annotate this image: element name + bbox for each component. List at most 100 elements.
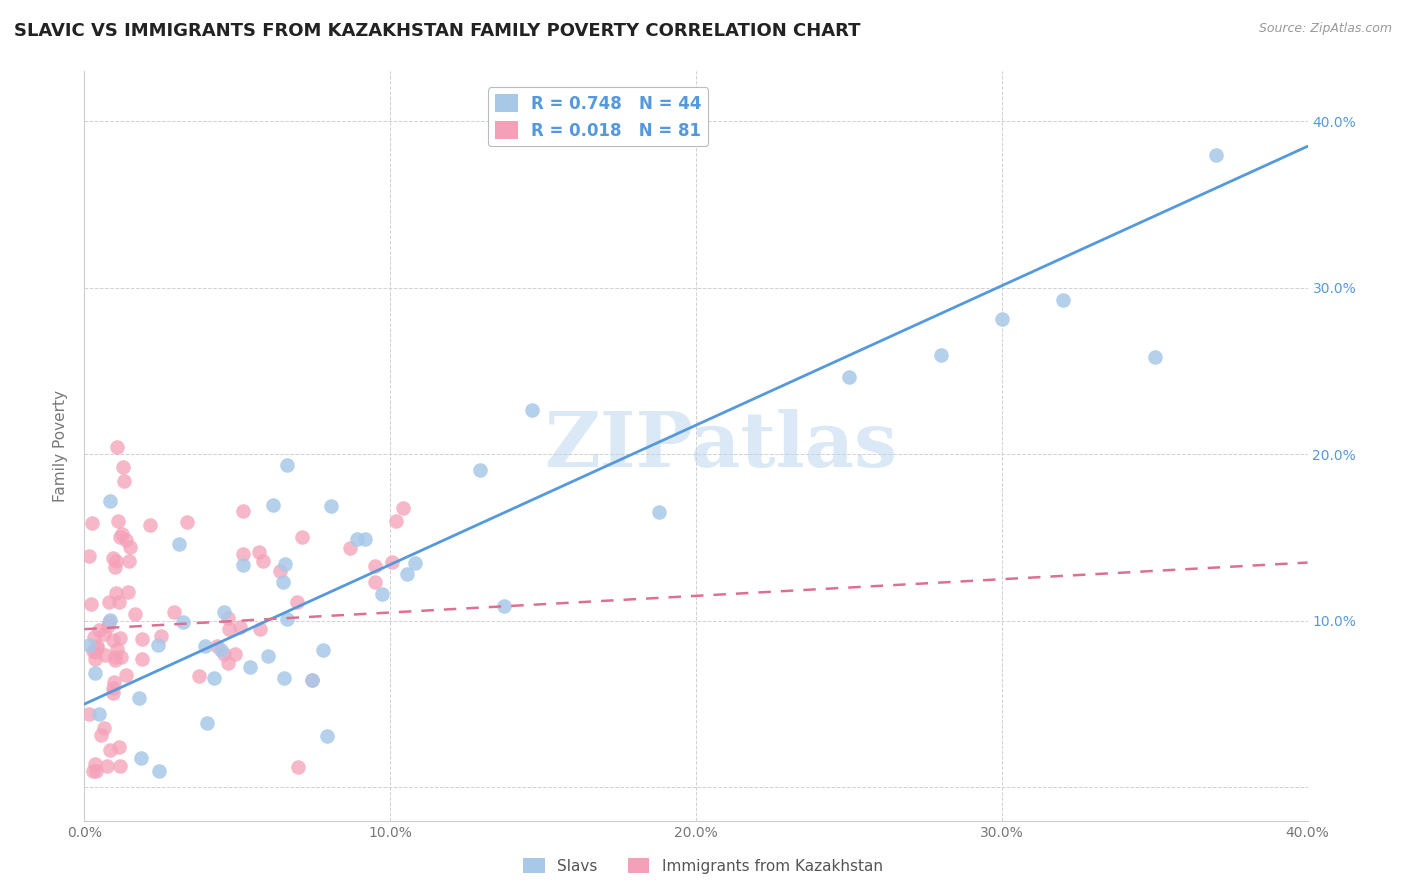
Point [82,764,104,778]
Point [87,623,110,637]
Point [114,668,136,682]
Point [83,756,105,771]
Point [112,459,135,474]
Point [188,668,211,682]
Point [364,574,387,589]
Point [108,530,131,544]
Point [287,760,309,774]
Point [301,673,323,687]
Point [232,504,254,518]
Point [172,615,194,630]
Point [105,440,128,454]
Point [232,547,254,561]
Point [101,550,124,565]
Point [103,675,125,690]
Point [163,605,186,619]
Point [371,587,394,601]
Point [195,716,218,731]
Point [381,555,404,569]
Point [209,642,232,657]
Point [108,595,131,609]
Point [395,567,418,582]
Point [94,648,117,662]
Text: SLAVIC VS IMMIGRANTS FROM KAZAKHSTAN FAMILY POVERTY CORRELATION CHART: SLAVIC VS IMMIGRANTS FROM KAZAKHSTAN FAM… [14,22,860,40]
Point [218,622,240,636]
Point [97,595,120,609]
Point [108,631,131,645]
Point [391,500,413,515]
Point [80,516,103,530]
Point [285,595,308,609]
Text: Source: ZipAtlas.com: Source: ZipAtlas.com [1258,22,1392,36]
Point [217,657,239,671]
Point [262,498,284,512]
Point [112,475,135,489]
Point [117,585,139,599]
Point [111,526,134,541]
Point [105,641,128,656]
Point [492,599,515,613]
Point [84,764,107,778]
Point [247,545,270,559]
Point [79,706,101,721]
Point [98,613,121,627]
Point [1052,293,1074,307]
Point [214,648,236,662]
Point [315,730,337,744]
Point [202,671,225,685]
Point [98,615,121,629]
Point [84,652,107,666]
Point [90,728,112,742]
Point [101,632,124,647]
Point [115,533,138,548]
Point [224,647,246,661]
Point [104,652,127,666]
Point [239,660,262,674]
Point [991,312,1014,326]
Point [249,623,271,637]
Point [232,558,254,572]
Point [110,759,132,773]
Legend: R = 0.748   N = 44, R = 0.018   N = 81: R = 0.748 N = 44, R = 0.018 N = 81 [488,87,709,146]
Point [520,402,543,417]
Point [105,585,128,599]
Point [273,671,295,685]
Point [79,597,101,611]
Point [229,620,252,634]
Point [269,564,291,578]
Point [364,558,387,573]
Point [93,626,115,640]
Point [101,686,124,700]
Point [385,514,408,528]
Point [87,706,110,721]
Point [96,758,118,772]
Point [1205,147,1227,161]
Point [131,632,153,646]
Point [118,554,141,568]
Point [205,639,228,653]
Text: ZIPatlas: ZIPatlas [544,409,897,483]
Point [346,532,368,546]
Point [339,541,361,555]
Point [301,673,323,687]
Point [149,629,172,643]
Point [83,630,105,644]
Point [256,648,278,663]
Point [82,644,104,658]
Point [312,643,335,657]
Point [273,558,295,572]
Point [86,639,108,653]
Point [148,764,170,778]
Point [838,370,860,384]
Point [146,639,169,653]
Point [194,639,217,653]
Point [176,516,198,530]
Point [128,691,150,706]
Point [404,556,426,570]
Point [84,645,107,659]
Point [105,554,128,568]
Point [77,638,100,652]
Point [1143,350,1166,364]
Point [929,349,952,363]
Point [167,537,190,551]
